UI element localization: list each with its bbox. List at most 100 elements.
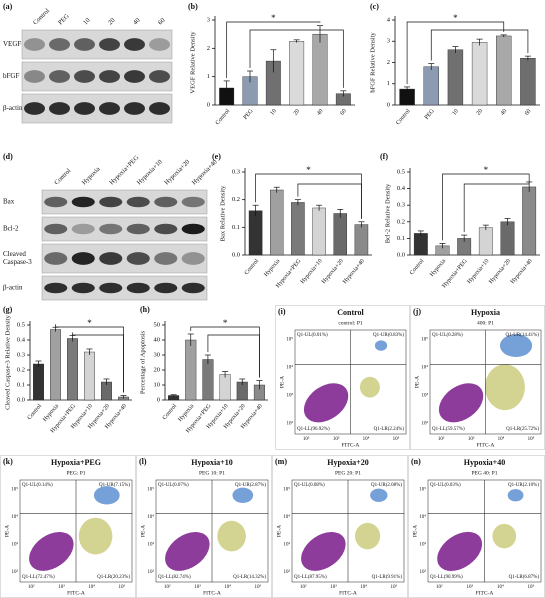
y-tick-label: 1 [387, 80, 390, 87]
y-axis-label: PE-A [276, 525, 282, 537]
y-tick-label: 10³ [287, 393, 294, 399]
significance-bracket [226, 21, 321, 78]
x-tick-label: 10³ [58, 584, 65, 590]
point-clouds [437, 489, 524, 571]
y-tick-label: 3 [207, 16, 210, 23]
y-tick-label: 0.2 [232, 196, 240, 203]
panel-label: (l) [139, 457, 147, 466]
quadrant-label: Q1-LR(14.32%) [233, 575, 266, 580]
bar [423, 66, 439, 106]
lane-label: Hypoxia+40 [191, 158, 219, 186]
y-tick-label: 10² [422, 421, 429, 427]
row-label: Bcl-2 [3, 225, 19, 233]
bar [496, 35, 512, 106]
blot-band [24, 38, 45, 51]
x-tick-label: 10 [452, 108, 460, 116]
blot-band [44, 223, 68, 235]
blot-strip [21, 61, 173, 92]
cloud-lower-right [492, 523, 517, 549]
y-tick-label: 0.2 [17, 366, 25, 373]
quadrant-label: Q1-LL(72.47%) [22, 575, 55, 580]
quadrant-label: Q1-LR(9.91%) [372, 575, 403, 580]
quadrant-label: Q1-UL(0.07%) [158, 483, 189, 488]
x-tick-label: Hypoxia+10 [467, 258, 491, 285]
x-axis-label: FITC-A [476, 590, 494, 596]
x-tick-label: 10⁴ [360, 584, 367, 590]
significance-mark: * [271, 13, 276, 23]
x-tick-label: Control [409, 258, 426, 276]
bar [520, 58, 536, 106]
blot-band [126, 252, 150, 265]
blot-band [49, 102, 70, 115]
x-tick-label: 10³ [468, 436, 475, 442]
panel-label: (m) [275, 457, 287, 466]
bar [500, 221, 515, 256]
blot-band [149, 102, 170, 115]
cloud-lower-left [303, 383, 349, 423]
y-tick-label: 10⁵ [147, 486, 154, 492]
lane-label: 10 [82, 17, 92, 27]
panel-label: (n) [411, 457, 421, 466]
bar [33, 363, 44, 401]
blot-band [71, 282, 95, 294]
y-axis-label: PE-A [414, 376, 420, 388]
y-tick-label: 10³ [284, 541, 291, 547]
blot-band [24, 102, 45, 115]
blot-strip [41, 189, 208, 215]
y-tick-label: 10⁴ [419, 514, 426, 520]
plot-subtitle: control: P1 [338, 320, 363, 326]
x-tick-label: 10⁵ [393, 436, 400, 442]
significance-bracket [430, 29, 529, 61]
y-tick-label: 10⁵ [283, 486, 290, 492]
blot-band [99, 38, 120, 51]
y-tick-label: 0.4 [17, 336, 26, 343]
row-label: β-actin [3, 104, 23, 112]
x-tick-label: Control [395, 108, 412, 126]
y-tick-label: 10² [287, 421, 294, 427]
quadrant-label: Q1-UR(14.41%) [506, 333, 540, 338]
x-tick-label: PEG [424, 108, 436, 121]
bar [219, 374, 231, 401]
x-tick-label: 60 [339, 108, 347, 116]
y-tick-label: 0.0 [397, 251, 405, 258]
y-tick-label: 10³ [420, 541, 427, 547]
panel-title: Hypoxia+10 [191, 458, 232, 467]
significance-mark: * [484, 165, 489, 175]
blot-band [126, 223, 150, 235]
x-tick-label: 10² [436, 584, 443, 590]
blot-band [71, 196, 95, 208]
x-tick-label: 60 [524, 108, 532, 116]
panel-label: (h) [140, 305, 150, 314]
row-label: VEGF [3, 40, 21, 48]
y-tick-label: 10 [154, 381, 161, 388]
y-axis-label: PE-A [140, 525, 146, 537]
blot-band [124, 102, 145, 115]
y-tick-label: 0.5 [17, 321, 25, 328]
x-tick-label: Hypoxia [429, 258, 447, 278]
x-tick-label: 10² [300, 584, 307, 590]
lane-label: Control [32, 7, 51, 26]
lane-label: PEG [57, 13, 71, 27]
x-tick-label: 10³ [330, 584, 337, 590]
row-label: Caspase-3 [3, 258, 32, 266]
bar [413, 233, 428, 256]
panel-label: (g) [3, 305, 13, 314]
blot-strip [41, 216, 208, 242]
lane-label: Hypoxia+10 [136, 158, 164, 186]
point-clouds [438, 334, 533, 423]
x-tick-label: 10⁴ [363, 436, 370, 442]
y-tick-label: 10⁵ [421, 337, 428, 343]
x-tick-label: 10⁴ [497, 584, 504, 590]
lane-label: Control [53, 167, 72, 186]
row-label: bFGF [3, 72, 19, 80]
y-axis-label: Percentage of Apoptosis [139, 330, 146, 394]
quadrant-label: Q1-UR(0.83%) [373, 333, 404, 338]
quadrant-label: Q1-LL(87.95%) [294, 575, 327, 580]
x-tick-label: 10⁵ [391, 584, 398, 590]
y-tick-label: 1 [207, 73, 210, 80]
plot-subtitle: PEG: P1 [66, 470, 85, 476]
y-tick-label: 2 [207, 45, 210, 52]
blot-band [149, 70, 170, 83]
blot-band [154, 223, 178, 235]
blot-band [44, 282, 68, 294]
